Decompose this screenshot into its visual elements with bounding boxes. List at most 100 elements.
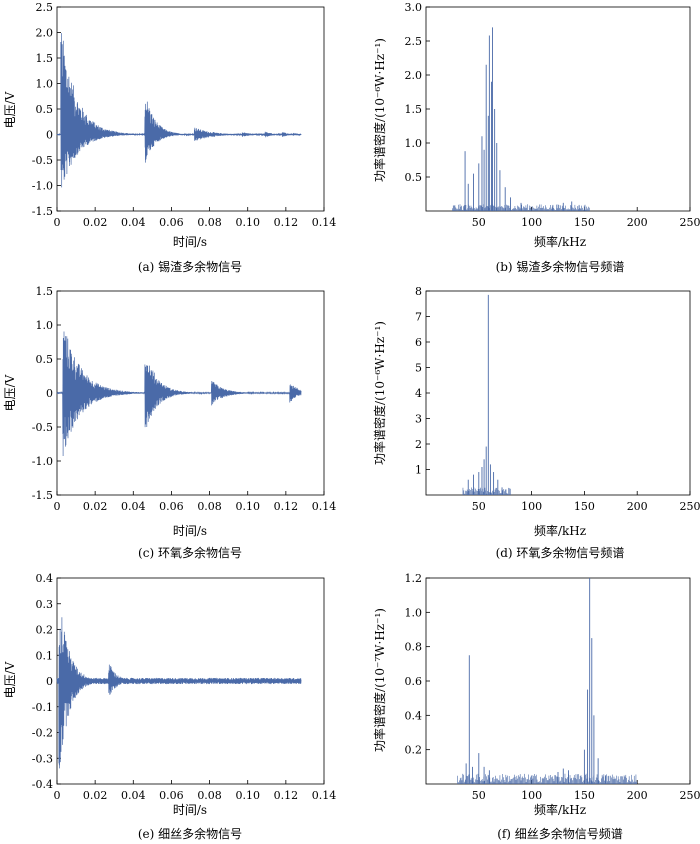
signal-waveform bbox=[56, 33, 302, 188]
panel-d-ylabel: 功率谱密度/(10⁻⁶W·Hz⁻¹) bbox=[372, 321, 387, 465]
x-tick-label: 50 bbox=[472, 789, 486, 802]
y-tick-label: 0 bbox=[46, 129, 53, 142]
panel-d-epoxy-spectrum: 功率谱密度/(10⁻⁶W·Hz⁻¹) 频率/kHz (d) 环氧多余物信号频谱 … bbox=[372, 285, 700, 560]
x-tick-label: 0 bbox=[54, 500, 61, 513]
x-tick-label: 0.06 bbox=[159, 216, 184, 229]
panel-b-tin-slag-spectrum: 功率谱密度/(10⁻⁶W·Hz⁻¹) 频率/kHz (b) 锡渣多余物信号频谱 … bbox=[372, 1, 700, 274]
panel-b-caption: (b) 锡渣多余物信号频谱 bbox=[496, 259, 625, 274]
y-tick-label: 1.0 bbox=[405, 606, 423, 619]
y-tick-label: 0.5 bbox=[405, 171, 423, 184]
y-tick-label: 2.5 bbox=[36, 1, 54, 14]
plot-frame bbox=[425, 577, 691, 785]
plot-frame bbox=[425, 6, 691, 212]
y-tick-label: 4 bbox=[415, 387, 422, 400]
x-tick-label: 0.10 bbox=[235, 789, 260, 802]
x-tick-label: 0.02 bbox=[83, 789, 108, 802]
y-tick-label: 0.4 bbox=[405, 709, 423, 722]
y-tick-label: 0 bbox=[46, 675, 53, 688]
y-tick-label: 3.0 bbox=[405, 1, 423, 14]
y-tick-label: -1.5 bbox=[32, 205, 53, 218]
y-tick-label: -0.5 bbox=[32, 421, 53, 434]
y-tick-label: 0.1 bbox=[36, 649, 54, 662]
panel-e-caption: (e) 细丝多余物信号 bbox=[138, 826, 242, 841]
panel-f-caption: (f) 细丝多余物信号频谱 bbox=[497, 826, 623, 841]
y-tick-label: 0.6 bbox=[405, 675, 423, 688]
x-tick-label: 50 bbox=[472, 216, 486, 229]
y-tick-label: 2 bbox=[415, 438, 422, 451]
x-tick-label: 0.12 bbox=[274, 216, 299, 229]
y-tick-label: 1.2 bbox=[405, 572, 423, 585]
x-tick-label: 200 bbox=[627, 789, 648, 802]
panel-e-ylabel: 电压/V bbox=[3, 661, 17, 698]
x-tick-label: 150 bbox=[574, 789, 595, 802]
y-tick-label: 8 bbox=[415, 285, 422, 298]
x-tick-label: 100 bbox=[521, 216, 542, 229]
x-tick-label: 0.08 bbox=[197, 789, 222, 802]
panel-c-ylabel: 电压/V bbox=[3, 374, 17, 411]
y-tick-label: 0.4 bbox=[36, 572, 54, 585]
x-tick-label: 150 bbox=[574, 500, 595, 513]
panel-d-caption: (d) 环氧多余物信号频谱 bbox=[496, 545, 625, 560]
panel-a-tin-slag-signal: 电压/V 时间/s (a) 锡渣多余物信号 -1.5 -1.0 -0.5 0 0.5 1.… bbox=[3, 1, 336, 274]
x-tick-label: 0 bbox=[54, 789, 61, 802]
x-tick-label: 0.02 bbox=[83, 216, 108, 229]
y-tick-label: 0.5 bbox=[36, 353, 54, 366]
panel-f-xlabel: 频率/kHz bbox=[534, 802, 586, 817]
signal-waveform bbox=[56, 617, 302, 769]
y-tick-label: 2.0 bbox=[36, 27, 54, 40]
x-tick-label: 0.12 bbox=[274, 500, 299, 513]
y-tick-label: 0.8 bbox=[405, 641, 423, 654]
x-tick-label: 150 bbox=[574, 216, 595, 229]
panel-f-filament-spectrum: 功率谱密度/(10⁻⁷W·Hz⁻¹) 频率/kHz (f) 细丝多余物信号频谱 … bbox=[372, 572, 700, 841]
x-tick-label: 0.12 bbox=[274, 789, 299, 802]
panel-c-epoxy-signal: 电压/V 时间/s (c) 环氧多余物信号 -1.5 -1.0 -0.5 0 0.5 1.… bbox=[3, 285, 336, 560]
signal-waveform bbox=[56, 331, 302, 457]
y-tick-label: -1.5 bbox=[32, 489, 53, 502]
x-tick-label: 200 bbox=[627, 216, 648, 229]
y-tick-label: 1.0 bbox=[36, 319, 54, 332]
x-tick-label: 0.02 bbox=[83, 500, 108, 513]
panel-f-ylabel: 功率谱密度/(10⁻⁷W·Hz⁻¹) bbox=[372, 608, 387, 752]
y-tick-label: 7 bbox=[415, 311, 422, 324]
plot-frame bbox=[425, 290, 691, 496]
y-tick-label: -0.2 bbox=[32, 727, 53, 740]
y-tick-label: 6 bbox=[415, 336, 422, 349]
panel-e-filament-signal: 电压/V 时间/s (e) 细丝多余物信号 -0.4 -0.3 -0.2 -0.1 0 0… bbox=[3, 572, 336, 841]
y-tick-label: 0.5 bbox=[36, 103, 54, 116]
x-tick-label: 0.04 bbox=[121, 216, 146, 229]
panel-b-xlabel: 频率/kHz bbox=[534, 234, 586, 249]
panel-b-ylabel: 功率谱密度/(10⁻⁶W·Hz⁻¹) bbox=[372, 38, 387, 182]
x-tick-label: 0.14 bbox=[312, 789, 337, 802]
y-tick-label: 0.3 bbox=[36, 598, 54, 611]
y-tick-label: 2.0 bbox=[405, 69, 423, 82]
x-tick-label: 0.04 bbox=[121, 500, 146, 513]
x-tick-label: 0.14 bbox=[312, 500, 337, 513]
x-tick-label: 0.14 bbox=[312, 216, 337, 229]
y-tick-label: 1.0 bbox=[36, 78, 54, 91]
x-tick-label: 0.04 bbox=[121, 789, 146, 802]
y-tick-label: -1.0 bbox=[32, 455, 53, 468]
x-tick-label: 250 bbox=[680, 216, 700, 229]
y-tick-label: -0.5 bbox=[32, 154, 53, 167]
x-tick-label: 0 bbox=[54, 216, 61, 229]
y-tick-label: 1 bbox=[415, 464, 422, 477]
x-tick-label: 0.10 bbox=[235, 500, 260, 513]
y-tick-label: -0.4 bbox=[32, 778, 53, 791]
x-tick-label: 250 bbox=[680, 500, 700, 513]
y-tick-label: 1.5 bbox=[405, 103, 423, 116]
y-tick-label: 1.0 bbox=[405, 137, 423, 150]
x-tick-label: 200 bbox=[627, 500, 648, 513]
x-tick-label: 0.10 bbox=[235, 216, 260, 229]
x-tick-label: 0.06 bbox=[159, 789, 184, 802]
y-tick-label: 1.5 bbox=[36, 285, 54, 298]
y-tick-label: 0.2 bbox=[36, 624, 54, 637]
x-tick-label: 50 bbox=[472, 500, 486, 513]
y-tick-label: -0.3 bbox=[32, 752, 53, 765]
y-tick-label: 0.2 bbox=[405, 744, 423, 757]
y-tick-label: 0 bbox=[46, 387, 53, 400]
panel-e-xlabel: 时间/s bbox=[173, 803, 207, 817]
x-tick-label: 0.06 bbox=[159, 500, 184, 513]
x-tick-label: 250 bbox=[680, 789, 700, 802]
x-tick-label: 0.08 bbox=[197, 500, 222, 513]
